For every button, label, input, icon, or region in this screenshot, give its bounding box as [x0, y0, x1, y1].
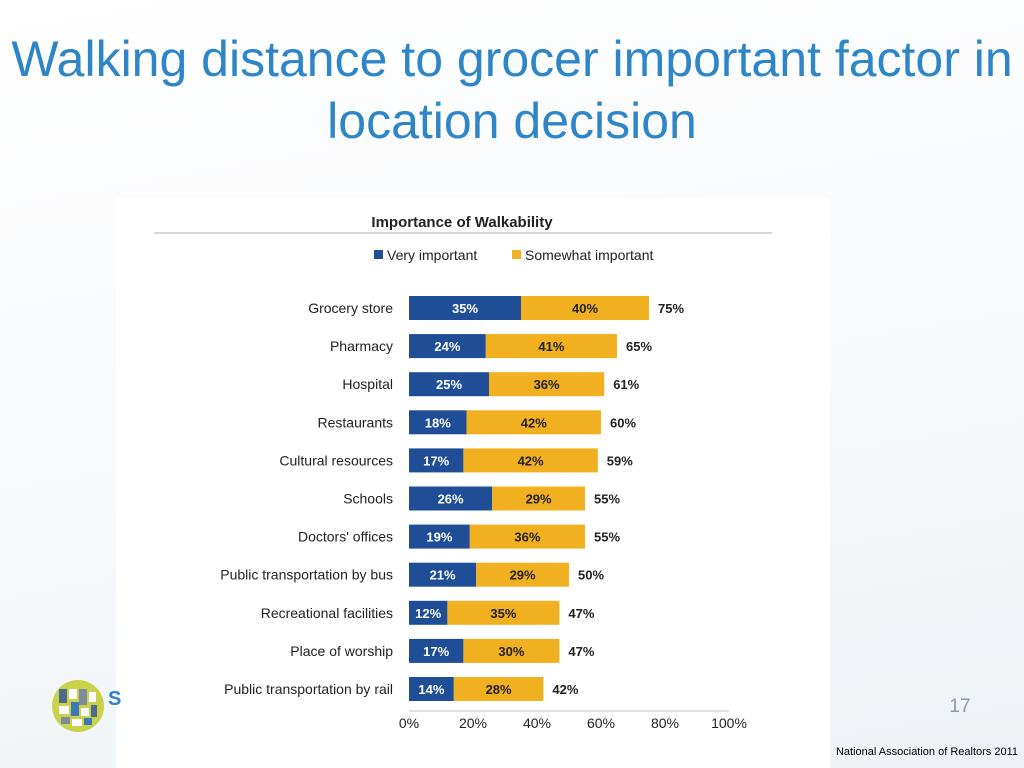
total-label-public-transportation-by-bus: 50% [578, 568, 604, 583]
bar-somewhat-important-public-transportation-by-bus [476, 562, 569, 587]
bars-layer: Grocery store 35% 40% 75% Pharmacy 24% 41% 65% H… [220, 296, 684, 701]
data-label-very-important-schools: 26% [438, 492, 464, 507]
legend-swatch-somewhat-important [512, 250, 521, 259]
bar-very-important-schools [409, 486, 493, 511]
data-label-somewhat-important-public-transportation-by-bus: 29% [510, 568, 536, 583]
category-label-recreational-facilities: Recreational facilities [261, 605, 393, 621]
total-label-grocery-store: 75% [658, 301, 684, 316]
total-label-cultural-resources: 59% [607, 453, 633, 468]
legend: Very important Somewhat important [374, 247, 654, 263]
x-tick-label: 0% [399, 715, 419, 731]
data-label-very-important-recreational-facilities: 12% [415, 606, 441, 621]
bar-very-important-pharmacy [409, 334, 486, 359]
chart-panel: Importance of Walkability Very important… [116, 198, 830, 768]
bar-somewhat-important-place-of-worship [463, 638, 560, 663]
data-label-very-important-place-of-worship: 17% [423, 644, 449, 659]
data-label-somewhat-important-recreational-facilities: 35% [490, 606, 516, 621]
category-label-public-transportation-by-rail: Public transportation by rail [224, 681, 393, 697]
bar-somewhat-important-doctors-offices [469, 524, 585, 549]
category-label-pharmacy: Pharmacy [330, 338, 393, 354]
x-tick-label: 20% [459, 715, 487, 731]
total-label-restaurants: 60% [610, 415, 636, 430]
data-label-somewhat-important-grocery-store: 40% [572, 301, 598, 316]
data-label-somewhat-important-public-transportation-by-rail: 28% [486, 682, 512, 697]
bar-very-important-grocery-store [409, 296, 521, 320]
category-label-schools: Schools [343, 491, 393, 507]
bar-somewhat-important-hospital [489, 372, 605, 397]
data-label-very-important-cultural-resources: 17% [423, 453, 449, 468]
data-label-somewhat-important-restaurants: 42% [521, 415, 547, 430]
total-label-hospital: 61% [613, 377, 639, 392]
bar-somewhat-important-grocery-store [521, 296, 649, 320]
data-label-very-important-public-transportation-by-bus: 21% [430, 568, 456, 583]
bar-somewhat-important-cultural-resources [463, 448, 598, 473]
category-label-doctors-offices: Doctors' offices [298, 529, 393, 545]
total-label-place-of-worship: 47% [568, 644, 594, 659]
category-label-hospital: Hospital [342, 376, 393, 392]
slide-title: Walking distance to grocer important fac… [11, 31, 1013, 149]
data-label-very-important-public-transportation-by-rail: 14% [418, 682, 444, 697]
bar-somewhat-important-schools [492, 486, 585, 511]
total-label-doctors-offices: 55% [594, 530, 620, 545]
bar-somewhat-important-public-transportation-by-rail [453, 677, 544, 701]
legend-swatch-very-important [374, 250, 383, 259]
bar-somewhat-important-restaurants [466, 410, 601, 435]
data-label-somewhat-important-place-of-worship: 30% [498, 644, 524, 659]
legend-label-somewhat-important: Somewhat important [525, 247, 654, 263]
category-label-grocery-store: Grocery store [308, 300, 393, 316]
bar-very-important-public-transportation-by-bus [409, 562, 477, 587]
x-tick-label: 100% [711, 715, 747, 731]
total-label-schools: 55% [594, 492, 620, 507]
data-label-somewhat-important-pharmacy: 41% [538, 339, 564, 354]
category-label-place-of-worship: Place of worship [290, 643, 393, 659]
x-tick-label: 40% [523, 715, 551, 731]
data-label-very-important-pharmacy: 24% [434, 339, 460, 354]
bar-very-important-restaurants [409, 410, 467, 435]
x-tick-label: 80% [651, 715, 679, 731]
bar-very-important-cultural-resources [409, 448, 464, 473]
organization-logo [52, 680, 104, 732]
bar-very-important-recreational-facilities [409, 600, 448, 625]
total-label-pharmacy: 65% [626, 339, 652, 354]
category-label-restaurants: Restaurants [318, 414, 393, 430]
data-label-somewhat-important-doctors-offices: 36% [514, 530, 540, 545]
source-note: National Association of Realtors 2011 [835, 746, 1018, 758]
page-number: 17 [949, 696, 971, 717]
bar-very-important-public-transportation-by-rail [409, 677, 454, 701]
total-label-public-transportation-by-rail: 42% [552, 682, 578, 697]
category-label-public-transportation-by-bus: Public transportation by bus [220, 567, 393, 583]
bar-very-important-doctors-offices [409, 524, 470, 549]
logo-text-fragment: S [108, 688, 122, 710]
data-label-very-important-grocery-store: 35% [452, 301, 478, 316]
bar-very-important-hospital [409, 372, 489, 397]
x-tick-label: 60% [587, 715, 615, 731]
walkability-chart: Importance of Walkability Very important… [154, 214, 772, 731]
data-label-very-important-hospital: 25% [436, 377, 462, 392]
bar-somewhat-important-pharmacy [485, 334, 617, 359]
bar-very-important-place-of-worship [409, 638, 464, 663]
data-label-somewhat-important-cultural-resources: 42% [518, 453, 544, 468]
legend-label-very-important: Very important [387, 247, 477, 263]
chart-title: Importance of Walkability [371, 214, 553, 231]
x-axis: 0% 20% 40% 60% 80% 100% [399, 710, 747, 731]
bar-somewhat-important-recreational-facilities [447, 600, 560, 625]
data-label-somewhat-important-hospital: 36% [534, 377, 560, 392]
data-label-very-important-restaurants: 18% [425, 415, 451, 430]
data-label-very-important-doctors-offices: 19% [426, 530, 452, 545]
data-label-somewhat-important-schools: 29% [526, 492, 552, 507]
total-label-recreational-facilities: 47% [568, 606, 594, 621]
category-label-cultural-resources: Cultural resources [279, 452, 393, 468]
